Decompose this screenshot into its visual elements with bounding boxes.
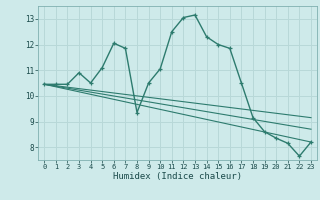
X-axis label: Humidex (Indice chaleur): Humidex (Indice chaleur) [113, 172, 242, 181]
